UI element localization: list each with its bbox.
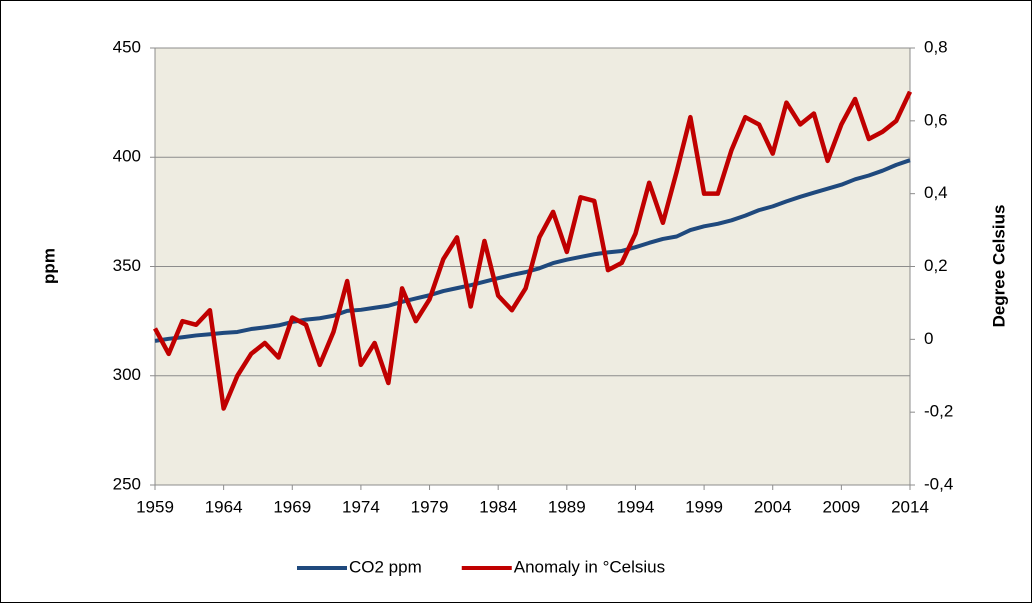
y2-tick-label: -0,4: [924, 474, 953, 493]
y-tick-label: 300: [113, 365, 141, 384]
x-tick-label: 2004: [754, 497, 792, 516]
y2-tick-label: 0,8: [924, 37, 948, 56]
x-tick-label: 1984: [479, 497, 517, 516]
y2-tick-label: 0,4: [924, 183, 948, 202]
x-tick-label: 1964: [205, 497, 243, 516]
y-tick-label: 250: [113, 474, 141, 493]
y2-tick-label: 0: [924, 329, 933, 348]
legend-label: Anomaly in °Celsius: [514, 557, 665, 576]
x-tick-label: 1994: [617, 497, 655, 516]
y-tick-label: 350: [113, 256, 141, 275]
y2-tick-label: -0,2: [924, 402, 953, 421]
y-tick-label: 450: [113, 37, 141, 56]
x-tick-label: 2009: [822, 497, 860, 516]
x-tick-label: 1979: [411, 497, 449, 516]
x-tick-label: 1959: [136, 497, 174, 516]
y-tick-label: 400: [113, 147, 141, 166]
y2-tick-label: 0,6: [924, 110, 948, 129]
series-line: [153, 90, 913, 411]
y-axis-title: ppm: [39, 248, 58, 284]
x-tick-label: 2014: [891, 497, 929, 516]
legend-label: CO2 ppm: [349, 557, 422, 576]
y2-axis-title: Degree Celsius: [989, 205, 1008, 328]
x-tick-label: 1969: [273, 497, 311, 516]
x-tick-label: 1999: [685, 497, 723, 516]
x-tick-label: 1974: [342, 497, 380, 516]
y2-tick-label: 0,2: [924, 256, 948, 275]
x-tick-label: 1989: [548, 497, 586, 516]
